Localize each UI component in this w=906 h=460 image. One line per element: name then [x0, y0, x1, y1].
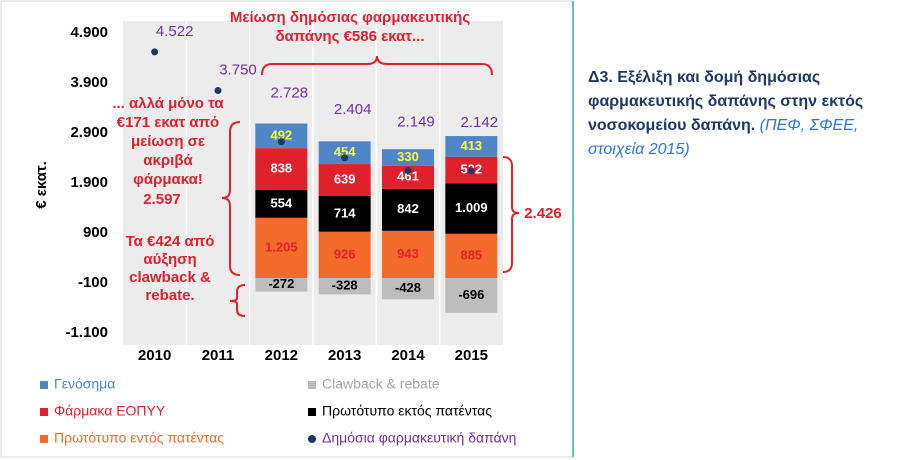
bar-segment	[318, 231, 371, 278]
bar-segment	[382, 165, 434, 189]
x-tick-label: 2013	[328, 347, 361, 364]
bar-segment	[255, 190, 308, 218]
y-tick-label: 1.900	[70, 174, 108, 191]
annotation: ... αλλά μόνο τα	[112, 95, 224, 112]
data-label: -428	[395, 280, 421, 295]
annotation: clawback &	[129, 269, 211, 286]
legend-marker	[308, 435, 316, 443]
annotation: Τα €424 από	[126, 233, 215, 250]
x-tick-label: 2014	[391, 347, 425, 364]
y-tick-label: 4.900	[70, 24, 108, 41]
bar-segment	[255, 148, 308, 191]
annotation: 2.426	[524, 205, 562, 222]
data-label: 454	[334, 144, 356, 159]
data-label: 885	[460, 247, 482, 262]
bar-segment	[382, 278, 434, 300]
total-label: 4.522	[156, 23, 194, 40]
bar-segment	[255, 278, 308, 292]
annotation: ακριβά	[143, 152, 193, 169]
bar-segment	[445, 183, 498, 234]
bar-segment	[445, 136, 498, 157]
bar-segment	[318, 196, 371, 232]
data-label: 413	[460, 138, 482, 153]
total-point	[214, 87, 222, 94]
x-tick-label: 2012	[265, 347, 298, 364]
y-tick-label: 2.900	[70, 124, 108, 141]
legend-label: Δημόσια φαρμακευτική δαπάνη	[322, 430, 516, 446]
bracket	[229, 284, 246, 317]
annotation: αύξηση	[143, 251, 196, 268]
x-tick-label: 2011	[202, 347, 235, 364]
total-point	[151, 48, 159, 56]
total-label: 2.728	[271, 85, 309, 102]
bar-segment	[255, 217, 308, 278]
bar-segment	[445, 278, 498, 313]
annotation: φάρμακα!	[133, 171, 203, 188]
legend-label: Πρωτότυπο εκτός πατέντας	[322, 403, 492, 419]
bar-segment	[318, 164, 371, 196]
data-label: -272	[268, 276, 294, 291]
caption: Δ3. Εξέλιξη και δομή δημόσιας φαρμακευτι…	[588, 66, 888, 162]
annotation: δαπάνης €586 εκατ...	[275, 28, 424, 45]
caption-source: (ΠΕΦ, ΣΦΕΕ, στοιχεία 2015)	[588, 117, 859, 158]
data-label: 639	[334, 171, 356, 186]
legend-marker	[40, 381, 48, 389]
legend-marker	[40, 408, 48, 416]
bracket	[502, 156, 520, 273]
legend-marker	[308, 408, 316, 416]
legend-marker	[308, 381, 316, 389]
data-label: 943	[397, 246, 419, 261]
data-label: 1.205	[265, 239, 298, 254]
bracket	[261, 55, 493, 76]
legend-label: Πρωτότυπο εντός πατέντας	[54, 430, 224, 446]
total-point	[467, 167, 475, 175]
total-label: 2.149	[397, 114, 435, 131]
data-label: 842	[397, 201, 419, 216]
annotation: rebate.	[145, 287, 194, 304]
legend-label: Clawback & rebate	[322, 376, 440, 392]
data-label: 714	[334, 205, 356, 220]
x-tick-label: 2010	[138, 347, 171, 364]
annotation: €171 εκατ από	[117, 114, 219, 131]
data-label: 330	[397, 149, 419, 164]
annotation: μείωση σε	[131, 133, 205, 150]
data-label: -696	[458, 287, 484, 302]
chart: € εκατ. 4.900 3.900 2.900 1.900 900 -100 -1.10…	[0, 0, 574, 458]
data-label: 1.009	[455, 200, 488, 215]
legend-label: Γενόσημα	[54, 376, 115, 392]
annotation: 2.597	[143, 191, 181, 208]
y-axis-label: € εκατ.	[33, 161, 50, 209]
total-point	[277, 138, 285, 146]
y-tick-label: 900	[83, 224, 108, 241]
total-label: 3.750	[219, 61, 257, 78]
data-label: 554	[270, 195, 292, 210]
caption-title: Δ3. Εξέλιξη και δομή δημόσιας φαρμακευτι…	[588, 69, 864, 134]
legend-label: Φάρμακα ΕΟΠΥΥ	[54, 403, 166, 419]
y-tick-label: 3.900	[70, 74, 108, 91]
annotation: Μείωση δημόσιας φαρμακευτικής	[230, 9, 470, 26]
data-label: 461	[397, 169, 419, 184]
data-label: -328	[332, 278, 358, 293]
total-label: 2.404	[334, 101, 372, 118]
bar-segment	[382, 230, 434, 278]
total-point	[341, 154, 349, 162]
bar-segment	[382, 149, 434, 166]
bracket	[221, 121, 241, 276]
bar-segment	[445, 233, 498, 278]
y-tick-label: -1.100	[65, 324, 108, 341]
total-point	[404, 167, 412, 175]
legend-marker	[40, 435, 48, 443]
total-label: 2.142	[461, 114, 499, 131]
bar-segment	[382, 188, 434, 231]
data-label: 492	[270, 127, 292, 142]
y-tick-label: -100	[78, 274, 108, 291]
bar-segment	[318, 278, 371, 295]
data-label: 926	[334, 246, 356, 261]
x-tick-label: 2015	[455, 347, 488, 364]
bar-segment	[318, 141, 371, 165]
data-label: 838	[270, 161, 292, 176]
